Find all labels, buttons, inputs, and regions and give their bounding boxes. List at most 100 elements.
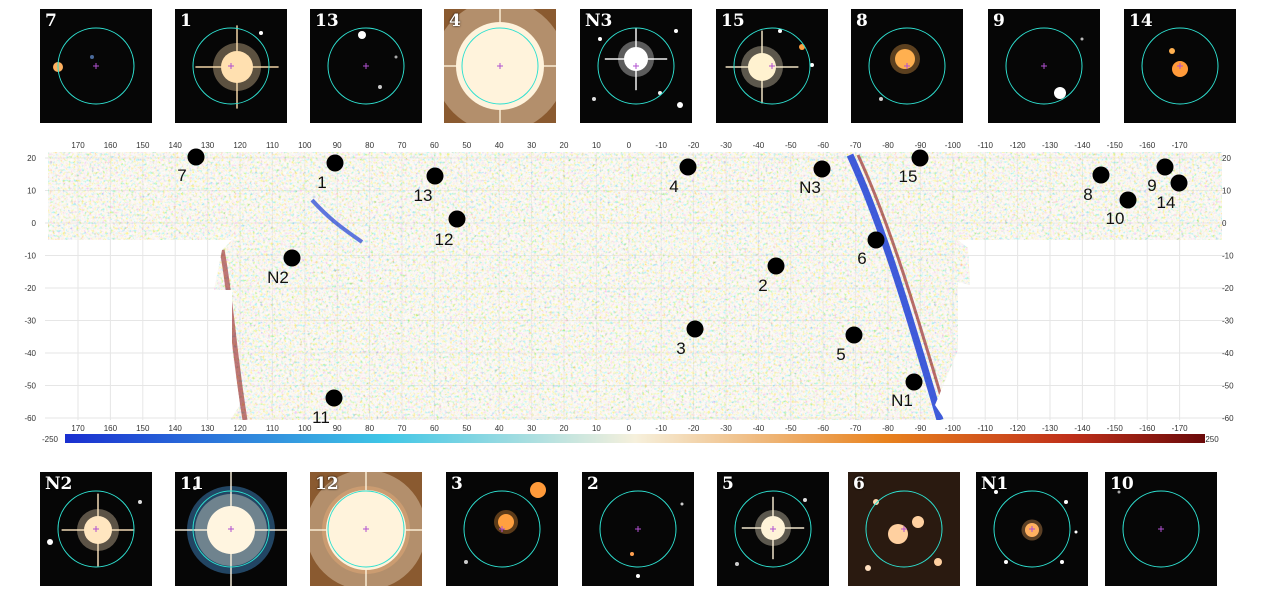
x-tick-label: -100 bbox=[945, 141, 962, 150]
cutout-image bbox=[53, 27, 135, 105]
source-marker bbox=[283, 249, 301, 267]
star bbox=[464, 560, 468, 564]
aperture-circle bbox=[463, 490, 541, 568]
crosshair-icon bbox=[770, 526, 776, 532]
thumbnail-label: 5 bbox=[722, 474, 734, 494]
star bbox=[259, 31, 263, 35]
star bbox=[912, 516, 924, 528]
thumbnail-label: N1 bbox=[981, 474, 1009, 494]
star bbox=[138, 500, 142, 504]
x-tick-label: -90 bbox=[915, 141, 927, 150]
y-tick-label: 20 bbox=[27, 154, 36, 163]
cutout-image bbox=[993, 490, 1078, 568]
bottom-thumbnail: 11 bbox=[175, 472, 287, 586]
x-tick-label: -90 bbox=[915, 424, 927, 433]
crosshair-icon bbox=[635, 526, 641, 532]
top-thumbnail: 9 bbox=[988, 9, 1100, 123]
source-marker bbox=[867, 231, 885, 249]
x-tick-label: 10 bbox=[592, 141, 601, 150]
x-tick-label: -120 bbox=[1010, 424, 1027, 433]
source-marker bbox=[767, 257, 785, 275]
star bbox=[1169, 48, 1175, 54]
x-tick-label: -160 bbox=[1139, 424, 1156, 433]
source-marker bbox=[448, 210, 466, 228]
colorbar-max-label: 250 bbox=[1205, 435, 1219, 444]
star bbox=[803, 498, 807, 502]
x-tick-label: -120 bbox=[1010, 141, 1027, 150]
y-tick-label: -40 bbox=[24, 349, 36, 358]
x-tick-label: -150 bbox=[1107, 424, 1124, 433]
x-tick-label: 50 bbox=[462, 141, 471, 150]
star bbox=[1117, 490, 1121, 494]
bottom-thumbnail: 10 bbox=[1105, 472, 1217, 586]
x-tick-label: 40 bbox=[495, 141, 504, 150]
cutout-image bbox=[310, 472, 422, 586]
x-tick-label: 60 bbox=[430, 424, 439, 433]
star bbox=[879, 97, 883, 101]
crosshair-icon bbox=[93, 526, 99, 532]
source-marker bbox=[326, 154, 344, 172]
source-marker bbox=[1170, 174, 1188, 192]
source-marker bbox=[813, 160, 831, 178]
x-tick-label: -140 bbox=[1074, 424, 1091, 433]
crosshair-icon bbox=[1041, 63, 1047, 69]
x-tick-label: -30 bbox=[720, 424, 732, 433]
source-marker-label: 6 bbox=[857, 249, 866, 268]
aperture-circle bbox=[57, 490, 135, 568]
x-tick-label: -130 bbox=[1042, 424, 1059, 433]
y-tick-label: -40 bbox=[1222, 349, 1234, 358]
x-tick-labels-top: 170 160 150 140 130 120 110 100 90 80 70 60 50 40 30 20… bbox=[71, 141, 1188, 150]
x-tick-label: 160 bbox=[104, 141, 118, 150]
x-tick-label: -170 bbox=[1172, 424, 1189, 433]
crosshair-icon bbox=[633, 63, 639, 69]
star bbox=[378, 85, 382, 89]
thumbnail-label: N2 bbox=[45, 474, 73, 494]
thumbnail-label: 7 bbox=[45, 11, 57, 31]
x-tick-label: 120 bbox=[233, 424, 247, 433]
cutout-image bbox=[192, 25, 279, 109]
aperture-circle bbox=[868, 27, 946, 105]
star bbox=[394, 55, 398, 59]
top-thumbnail: 13 bbox=[310, 9, 422, 123]
source-marker-label: 14 bbox=[1157, 193, 1176, 212]
star bbox=[677, 102, 683, 108]
x-tick-label: -100 bbox=[945, 424, 962, 433]
aperture-circle bbox=[327, 27, 405, 105]
star bbox=[1060, 560, 1064, 564]
cutout-image bbox=[599, 490, 684, 578]
aperture-circle bbox=[327, 490, 405, 568]
aperture-circle bbox=[733, 27, 811, 105]
x-tick-label: -110 bbox=[977, 424, 993, 433]
star bbox=[592, 97, 596, 101]
thumbnail-label: N3 bbox=[585, 11, 613, 31]
star bbox=[1054, 87, 1066, 99]
source-markers: 7 1 13 12 N2 4 N3 15 6 2 3 5 N1 11 8 9 10 14 bbox=[177, 148, 1188, 427]
x-tick-label: 120 bbox=[233, 141, 247, 150]
aperture-circle bbox=[1122, 490, 1200, 568]
y-tick-label: -50 bbox=[1222, 382, 1234, 391]
cutout-image bbox=[444, 9, 556, 123]
thumbnail-label: 1 bbox=[180, 11, 192, 31]
x-tick-label: -40 bbox=[753, 424, 765, 433]
x-tick-label: -60 bbox=[817, 424, 829, 433]
star bbox=[1074, 530, 1078, 534]
x-tick-label: 0 bbox=[627, 424, 632, 433]
x-tick-label: 90 bbox=[333, 141, 342, 150]
y-tick-labels-right: 20 10 0 -10 -20 -30 -40 -50 -60 bbox=[1222, 154, 1234, 423]
y-tick-label: -20 bbox=[24, 284, 36, 293]
x-tick-label: 70 bbox=[398, 424, 407, 433]
x-tick-label: -70 bbox=[850, 141, 862, 150]
source-marker-label: 2 bbox=[758, 276, 767, 295]
source-marker-label: 3 bbox=[676, 339, 685, 358]
top-thumbnail: 14 bbox=[1124, 9, 1236, 123]
aperture-circle bbox=[993, 490, 1071, 568]
y-tick-label: 10 bbox=[1222, 187, 1231, 196]
aperture-circle bbox=[57, 27, 135, 105]
x-tick-label: -80 bbox=[882, 141, 894, 150]
thumbnail-label: 12 bbox=[315, 474, 339, 494]
source-marker bbox=[845, 326, 863, 344]
bottom-thumbnail: 5 bbox=[717, 472, 829, 586]
x-tick-label: 170 bbox=[71, 141, 85, 150]
y-tick-label: -60 bbox=[24, 414, 36, 423]
star bbox=[888, 524, 908, 544]
